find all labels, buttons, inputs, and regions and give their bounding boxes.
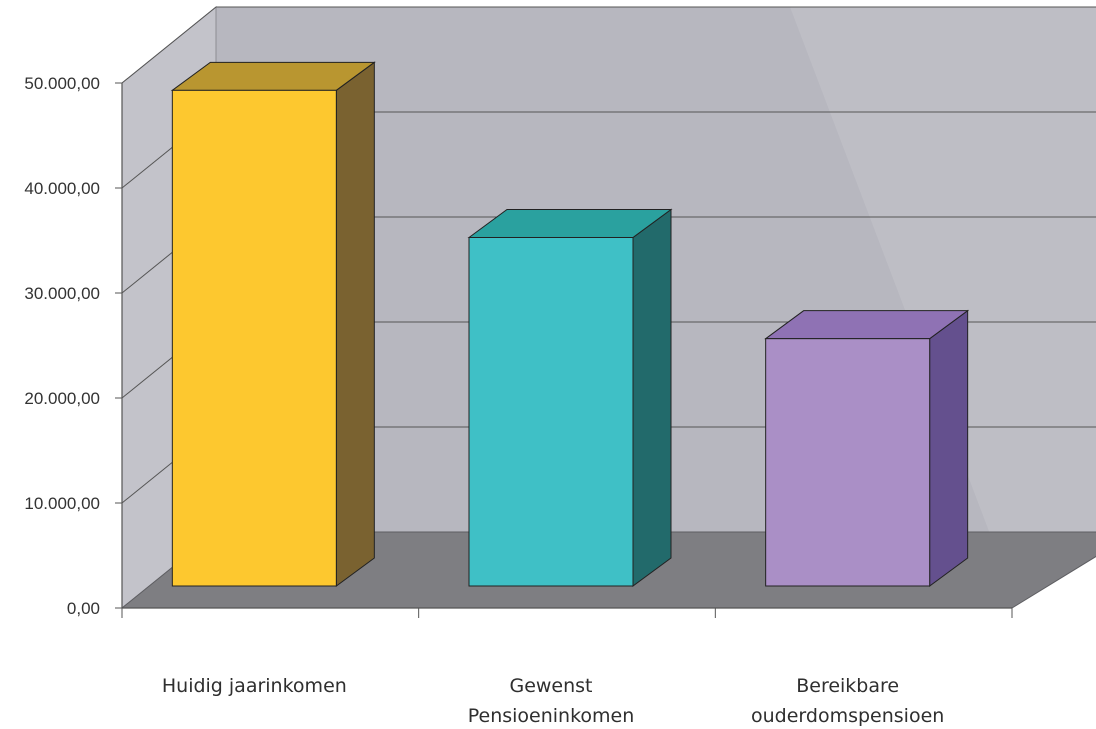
- bar-side: [929, 309, 969, 587]
- x-category-label: Huidig jaarinkomen: [162, 675, 347, 697]
- back-wall-highlight: [790, 7, 1096, 592]
- bar-2: [467, 208, 673, 587]
- y-tick-label: 10.000,00: [24, 494, 100, 513]
- y-tick-label: 20.000,00: [24, 389, 100, 408]
- bar-1: [170, 61, 376, 587]
- bar-front: [468, 236, 634, 587]
- y-tick-label: 40.000,00: [24, 179, 100, 198]
- y-tick-label: 30.000,00: [24, 284, 100, 303]
- gridline-side: [121, 6, 217, 84]
- bar-side: [335, 61, 375, 587]
- x-category-label: Bereikbare: [796, 675, 899, 697]
- y-tick-label: 0,00: [67, 599, 100, 618]
- bar-front: [171, 89, 337, 587]
- x-category-label: Pensioeninkomen: [468, 705, 635, 727]
- bar-front: [765, 338, 931, 587]
- bar-side: [632, 208, 672, 587]
- y-tick-label: 50.000,00: [24, 74, 100, 93]
- bar-3: [764, 309, 970, 587]
- x-category-label: ouderdomspensioen: [751, 705, 944, 727]
- x-category-label: Gewenst: [509, 675, 592, 697]
